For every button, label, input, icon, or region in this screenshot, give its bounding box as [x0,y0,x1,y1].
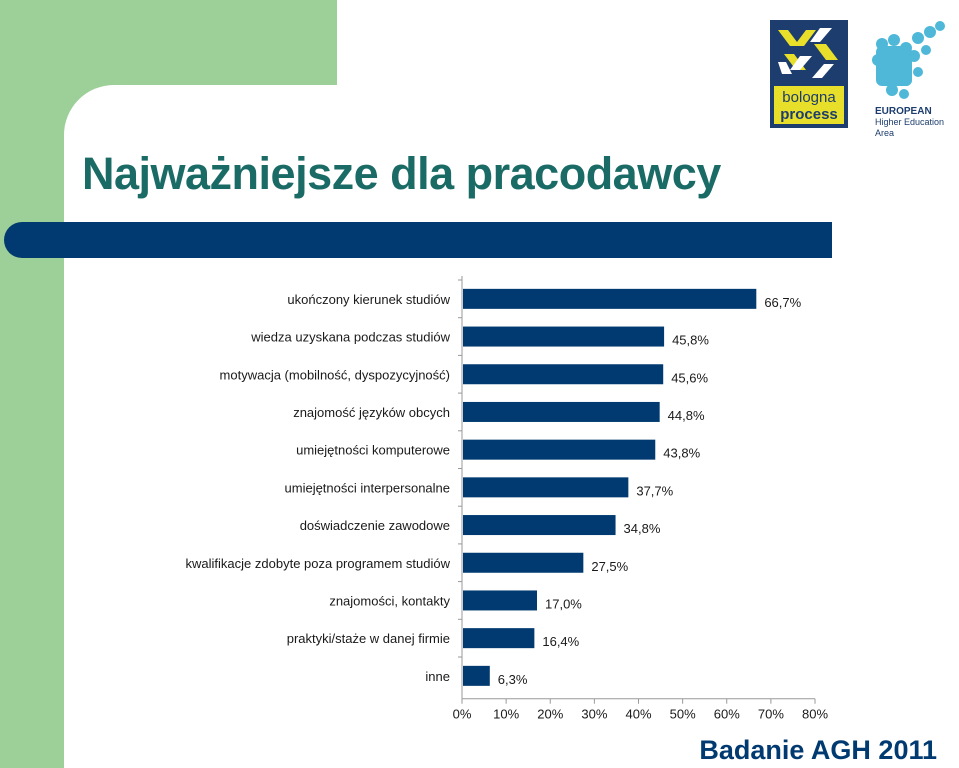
employer-priorities-bar-chart: ukończony kierunek studiów 66,7% wiedza uz… [186,276,828,722]
bar [463,364,664,385]
bar [463,665,490,686]
x-tick-label: 60% [714,707,740,722]
bar [463,628,535,649]
ehea-logo-text: EUROPEAN Higher Education Area [875,106,959,139]
category-label: wiedza uzyskana podczas studiów [250,330,450,345]
value-label: 66,7% [764,295,801,310]
value-label: 17,0% [545,596,582,611]
content-panel [64,85,959,768]
bologna-process-logo: bologna process [770,20,848,128]
category-label: motywacja (mobilność, dyspozycyjność) [220,367,450,382]
value-label: 45,6% [671,370,708,385]
x-tick-label: 10% [493,707,519,722]
bologna-cross-white [778,28,834,78]
value-label: 45,8% [672,333,709,348]
x-tick-label: 50% [670,707,696,722]
bar [463,288,757,309]
x-tick-label: 80% [802,707,828,722]
category-label: praktyki/staże w danej firmie [287,631,450,646]
category-label: ukończony kierunek studiów [287,292,450,307]
bar [463,401,660,422]
x-tick-label: 20% [537,707,563,722]
value-label: 6,3% [498,672,528,687]
bar [463,590,538,611]
x-tick-label: 40% [625,707,651,722]
x-tick-label: 0% [453,707,472,722]
x-tick-label: 30% [581,707,607,722]
bar [463,477,629,498]
ehea-logo-line2: Higher Education Area [875,117,945,138]
title-underline-bar [4,222,832,258]
value-label: 27,5% [591,559,628,574]
category-label: doświadczenie zawodowe [300,518,450,533]
value-label: 44,8% [668,408,705,423]
bar [463,439,656,460]
bar [463,515,616,536]
value-label: 37,7% [636,483,673,498]
value-label: 16,4% [542,634,579,649]
bologna-logo-word: bologna [782,89,836,106]
bar [463,326,665,347]
category-label: znajomości, kontakty [329,593,450,608]
x-tick-label: 70% [758,707,784,722]
bologna-text-box [774,86,844,124]
ehea-puzzle-logo [872,21,945,99]
value-label: 34,8% [624,521,661,536]
ehea-logo-line1: EUROPEAN [875,106,932,117]
process-logo-word: process [780,106,838,123]
category-label: kwalifikacje zdobyte poza programem stud… [186,556,451,571]
category-label: umiejętności interpersonalne [285,480,450,495]
bar [463,552,584,573]
value-label: 43,8% [663,446,700,461]
page-title: Najważniejsze dla pracodawcy [82,148,721,199]
category-label: inne [425,669,450,684]
source-label: Badanie AGH 2011 [699,735,937,765]
category-label: umiejętności komputerowe [296,443,450,458]
category-label: znajomość języków obcych [293,405,450,420]
